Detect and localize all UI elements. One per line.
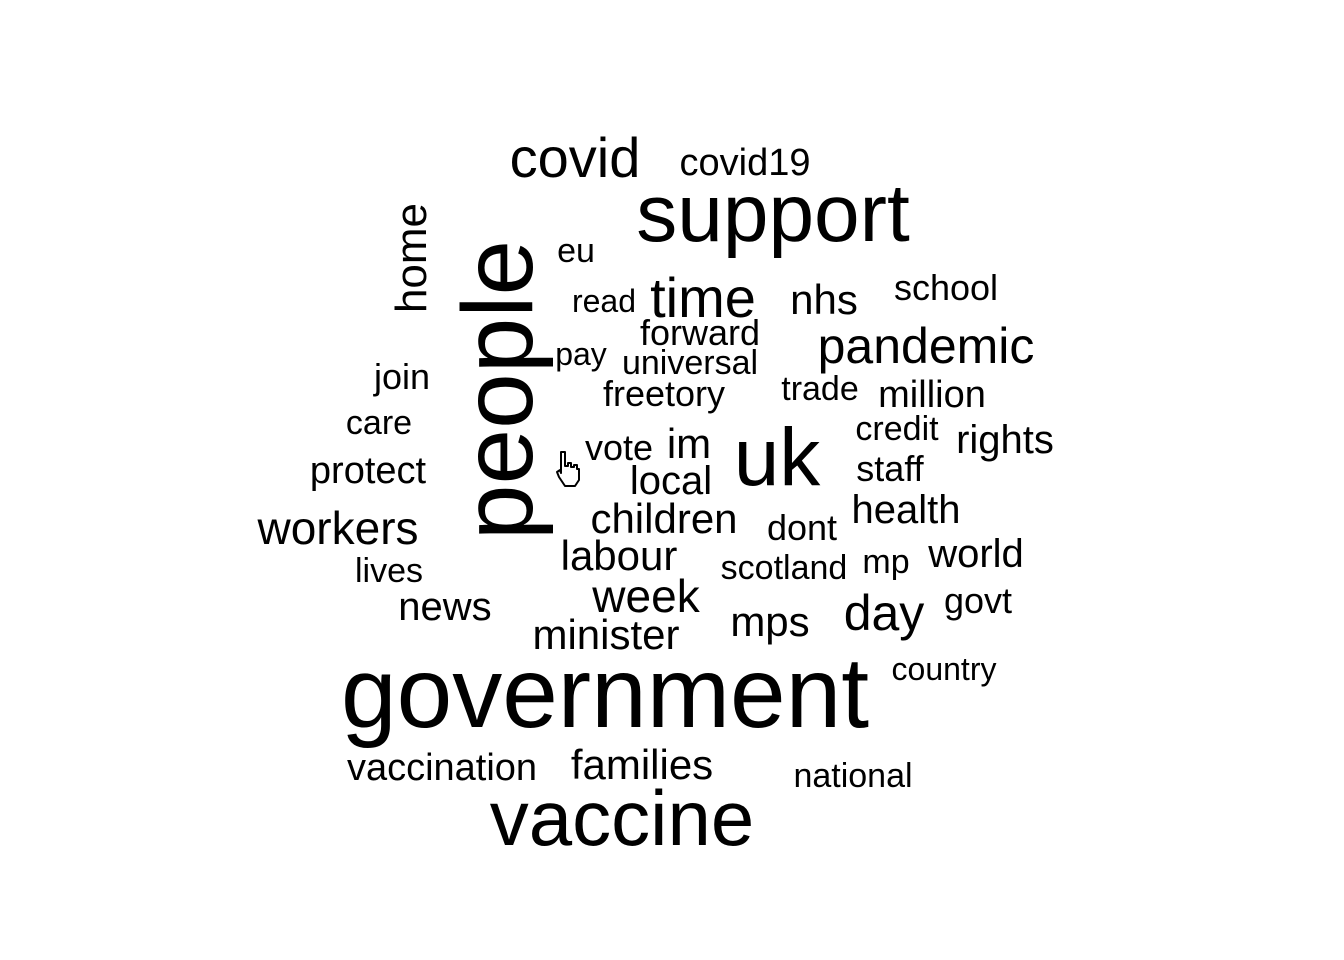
word-pandemic: pandemic [817, 318, 1035, 374]
word-trade: trade [781, 370, 859, 408]
word-support: support [636, 168, 910, 259]
word-health: health [851, 488, 961, 532]
word-children: children [590, 495, 738, 542]
word-minister: minister [532, 611, 680, 658]
word-lives: lives [354, 552, 424, 590]
word-country: country [891, 651, 997, 687]
word-local: local [629, 459, 713, 503]
word-home: home [387, 202, 436, 314]
word-govt: govt [943, 580, 1013, 621]
word-national: national [793, 757, 913, 795]
word-join: join [373, 356, 431, 397]
word-vote: vote [584, 427, 654, 468]
word-world: world [928, 532, 1024, 576]
word-government: government [340, 637, 870, 749]
word-workers: workers [257, 502, 419, 554]
word-news: news [398, 585, 492, 629]
word-day: day [843, 585, 925, 641]
word-staff: staff [856, 448, 924, 489]
word-vaccination: vaccination [346, 747, 538, 789]
word-time: time [650, 266, 756, 329]
word-care: care [345, 404, 413, 442]
word-million: million [878, 374, 986, 416]
hand-pointer-icon [556, 451, 580, 487]
word-vaccine: vaccine [489, 774, 755, 862]
word-universal: universal [621, 344, 759, 382]
word-pay: pay [555, 336, 607, 372]
word-school: school [893, 267, 999, 308]
word-rights: rights [956, 418, 1054, 462]
word-im: im [666, 420, 712, 467]
word-dont: dont [766, 507, 838, 548]
word-uk: uk [733, 412, 821, 503]
word-week: week [592, 570, 700, 622]
word-mps: mps [730, 598, 810, 645]
word-families: families [570, 741, 714, 788]
word-freetory: freetory [602, 373, 726, 414]
word-forward: forward [639, 312, 761, 353]
word-mp: mp [862, 543, 910, 581]
word-people: people [442, 239, 554, 541]
word-credit: credit [855, 410, 939, 448]
word-scotland: scotland [720, 549, 848, 587]
word-covid: covid [509, 126, 641, 189]
word-protect: protect [309, 450, 427, 492]
word-covid19: covid19 [679, 142, 811, 184]
word-nhs: nhs [790, 276, 858, 323]
word-eu: eu [557, 232, 595, 270]
word-labour: labour [560, 532, 678, 579]
word-read: read [571, 283, 637, 319]
